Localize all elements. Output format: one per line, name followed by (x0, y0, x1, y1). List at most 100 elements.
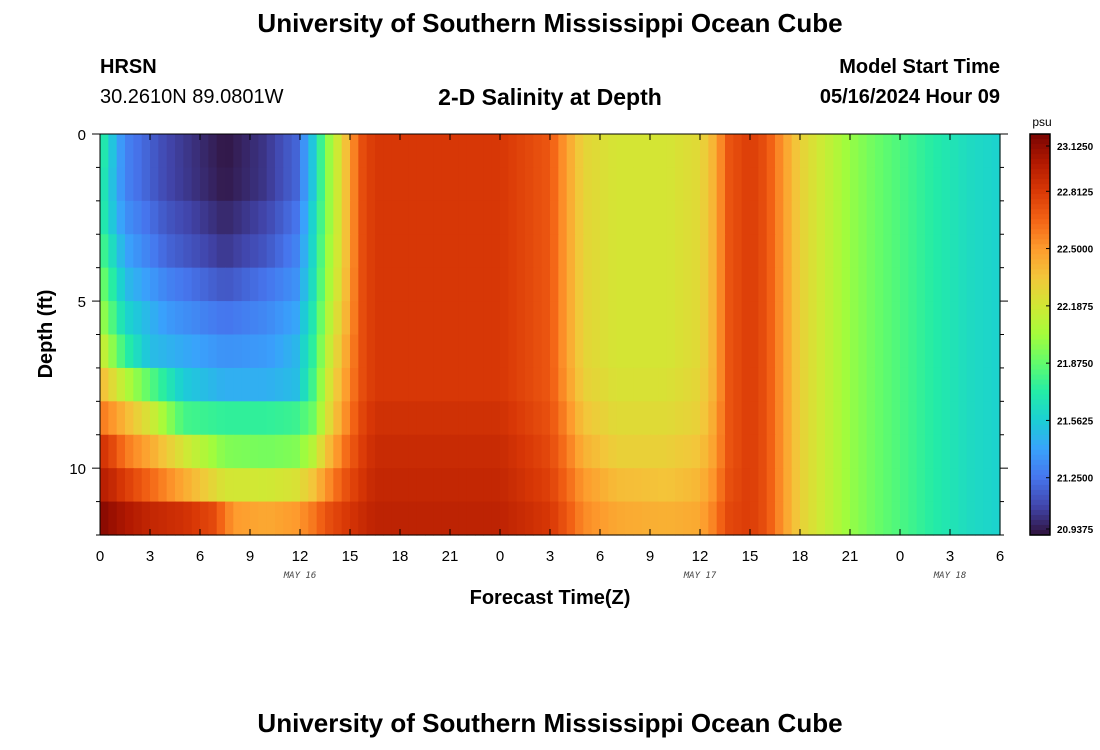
heatmap-cell (966, 468, 976, 503)
heatmap-cell (675, 468, 684, 503)
heatmap-cell (100, 267, 109, 302)
heatmap-cell (250, 367, 259, 402)
colorbar-segment (1030, 234, 1050, 240)
heatmap-cell (475, 200, 484, 235)
heatmap-cell (591, 468, 601, 503)
heatmap-cell (391, 334, 401, 369)
heatmap-cell (233, 167, 243, 202)
heatmap-cell (475, 401, 484, 436)
x-tick-label: 0 (896, 548, 904, 565)
heatmap-cell (125, 267, 134, 302)
heatmap-cell (300, 434, 309, 469)
heatmap-cell (191, 334, 201, 369)
heatmap-cell (716, 367, 726, 402)
heatmap-cell (425, 468, 434, 503)
heatmap-cell (116, 134, 126, 169)
heatmap-cell (916, 367, 926, 402)
heatmap-cell (441, 200, 451, 235)
heatmap-cell (591, 367, 601, 402)
heatmap-cell (233, 301, 243, 336)
heatmap-cell (708, 334, 718, 369)
heatmap-cell (816, 234, 826, 269)
heatmap-cell (408, 501, 418, 536)
heatmap-cell (950, 134, 959, 169)
heatmap-cell (291, 267, 301, 302)
heatmap-cell (991, 234, 1001, 269)
heatmap-cell (816, 334, 826, 369)
heatmap-cell (575, 434, 584, 469)
heatmap-cell (691, 401, 701, 436)
heatmap-cell (700, 501, 709, 536)
heatmap-cell (200, 501, 209, 536)
heatmap-cell (641, 401, 651, 436)
heatmap-cell (608, 367, 618, 402)
heatmap-cell (833, 301, 843, 336)
heatmap-cell (116, 501, 126, 536)
heatmap-cell (258, 200, 268, 235)
heatmap-cell (666, 434, 676, 469)
heatmap-cell (116, 301, 126, 336)
heatmap-cell (941, 134, 951, 169)
heatmap-cell (616, 134, 626, 169)
heatmap-cell (525, 468, 534, 503)
heatmap-cell (700, 134, 709, 169)
heatmap-cell (308, 434, 318, 469)
heatmap-cell (441, 501, 451, 536)
heatmap-cell (775, 334, 784, 369)
heatmap-cell (483, 167, 493, 202)
heatmap-cell (908, 501, 918, 536)
heatmap-cell (966, 367, 976, 402)
heatmap-cell (133, 200, 143, 235)
heatmap-cell (141, 267, 151, 302)
heatmap-cell (116, 234, 126, 269)
heatmap-cell (833, 367, 843, 402)
heatmap-cell (375, 167, 384, 202)
heatmap-cell (450, 401, 459, 436)
heatmap-cell (783, 501, 793, 536)
heatmap-cell (325, 267, 334, 302)
heatmap-cell (925, 301, 934, 336)
heatmap-cell (683, 401, 693, 436)
heatmap-cell (291, 367, 301, 402)
heatmap-cell (808, 200, 818, 235)
heatmap-cell (116, 401, 126, 436)
heatmap-cell (150, 167, 159, 202)
heatmap-cell (633, 468, 643, 503)
colorbar-segment (1030, 439, 1050, 446)
x-tick-label: 6 (196, 548, 204, 565)
heatmap-cell (408, 134, 418, 169)
heatmap-cell (991, 468, 1001, 503)
heatmap-cell (266, 134, 276, 169)
heatmap-cell (375, 134, 384, 169)
heatmap-cell (416, 501, 426, 536)
heatmap-cell (450, 334, 459, 369)
heatmap-cell (125, 401, 134, 436)
heatmap-cell (175, 301, 184, 336)
heatmap-cell (841, 301, 851, 336)
heatmap-cell (875, 401, 884, 436)
heatmap-cell (383, 501, 393, 536)
heatmap-cell (975, 367, 984, 402)
heatmap-cell (383, 167, 393, 202)
x-tick-label: 15 (742, 548, 759, 565)
heatmap-cell (791, 501, 801, 536)
heatmap-cell (316, 334, 326, 369)
heatmap-cell (958, 334, 968, 369)
heatmap-cell (966, 267, 976, 302)
y-axis-title: Depth (ft) (35, 290, 57, 379)
heatmap-cell (158, 301, 168, 336)
heatmap-cell (625, 167, 634, 202)
x-axis-title: Forecast Time(Z) (470, 587, 631, 609)
heatmap-cell (166, 367, 176, 402)
heatmap-cell (883, 167, 893, 202)
heatmap-cell (350, 267, 359, 302)
heatmap-cell (650, 134, 659, 169)
heatmap-cell (933, 501, 943, 536)
heatmap-cell (725, 468, 734, 503)
heatmap-cell (258, 267, 268, 302)
heatmap-cell (283, 301, 293, 336)
heatmap-cell (816, 501, 826, 536)
heatmap-cell (841, 468, 851, 503)
heatmap-cell (666, 267, 676, 302)
heatmap-cell (983, 334, 993, 369)
